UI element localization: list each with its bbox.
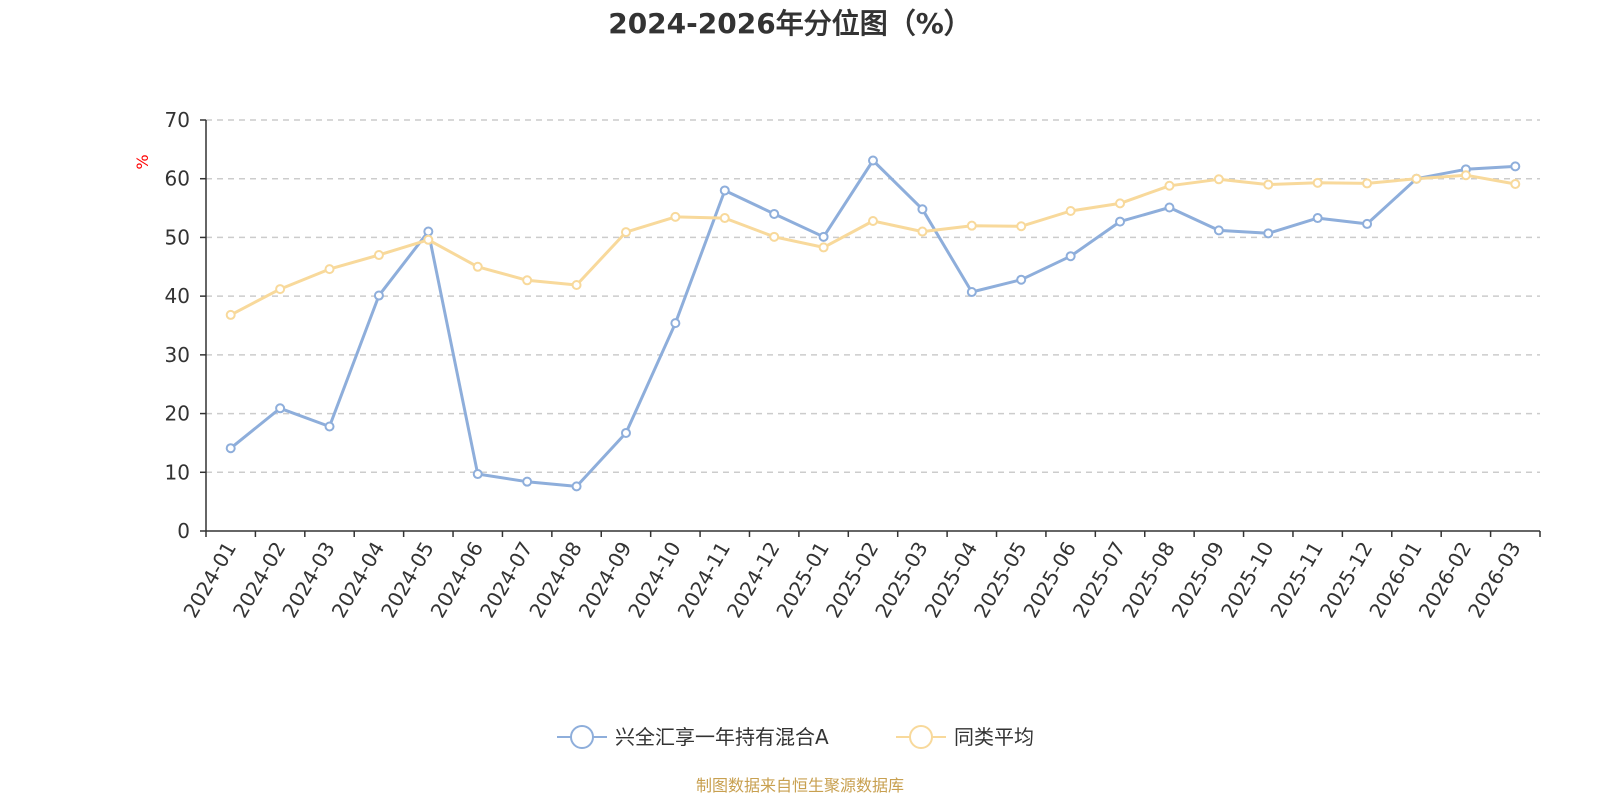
data-point	[1312, 177, 1323, 188]
y-tick-label: 20	[165, 402, 190, 426]
y-tick-label: 60	[165, 167, 190, 191]
data-point	[1510, 178, 1521, 189]
data-point	[620, 427, 631, 438]
data-point	[373, 290, 384, 301]
y-tick-label: 10	[165, 460, 190, 484]
data-point	[769, 231, 780, 242]
data-point	[966, 220, 977, 231]
data-point	[1213, 225, 1224, 236]
data-point	[472, 469, 483, 480]
data-point	[1016, 221, 1027, 232]
data-point	[1213, 174, 1224, 185]
data-point	[1362, 178, 1373, 189]
data-point	[1164, 180, 1175, 191]
data-point	[1362, 218, 1373, 229]
y-tick-label: 50	[165, 225, 190, 249]
data-point	[917, 226, 928, 237]
data-point	[423, 234, 434, 245]
y-tick-label: 30	[165, 343, 190, 367]
data-point	[1263, 179, 1274, 190]
chart-title: 2024-2026年分位图（%）	[608, 7, 972, 40]
data-point	[670, 211, 681, 222]
data-point	[1065, 251, 1076, 262]
data-point	[1164, 202, 1175, 213]
data-point	[275, 403, 286, 414]
data-point	[620, 227, 631, 238]
data-point	[1016, 274, 1027, 285]
data-point	[1065, 206, 1076, 217]
data-point	[966, 287, 977, 298]
data-point	[868, 155, 878, 166]
data-point	[571, 481, 582, 492]
data-point	[472, 261, 483, 272]
data-point	[225, 443, 236, 454]
data-point	[1460, 170, 1471, 181]
series-lines	[225, 155, 1521, 492]
data-point	[719, 213, 730, 224]
source-note: 制图数据来自恒生聚源数据库	[696, 776, 904, 795]
data-point	[373, 250, 384, 261]
data-point	[1263, 228, 1274, 239]
legend-symbol-marker	[570, 725, 594, 749]
data-point	[324, 264, 335, 275]
legend-label: 同类平均	[954, 725, 1034, 749]
data-point	[917, 204, 928, 215]
legend: 兴全汇享一年持有混合A 同类平均	[557, 725, 1034, 749]
legend-label: 兴全汇享一年持有混合A	[615, 725, 829, 749]
data-point	[670, 318, 681, 329]
data-point	[719, 185, 730, 196]
y-axis-unit-label: %	[133, 154, 152, 169]
data-point	[818, 231, 829, 242]
data-point	[769, 208, 780, 219]
series-line	[230, 173, 1516, 317]
data-point	[1312, 213, 1323, 224]
y-tick-label: 40	[165, 284, 190, 308]
data-point	[275, 284, 286, 295]
data-point	[1115, 216, 1126, 227]
data-point	[868, 215, 878, 226]
legend-symbol-marker	[909, 725, 933, 749]
data-point	[818, 242, 829, 253]
series-line	[229, 159, 1516, 488]
data-point	[522, 476, 533, 487]
data-point	[423, 226, 434, 237]
data-point	[1510, 161, 1521, 172]
data-point	[324, 421, 335, 432]
data-point	[1411, 173, 1422, 184]
y-tick-label: 70	[165, 108, 190, 132]
data-point	[522, 275, 533, 286]
data-point	[571, 279, 582, 290]
grid-lines	[206, 119, 1540, 474]
data-point	[225, 309, 236, 320]
axes: 0102030405060702024-012024-022024-032024…	[165, 108, 1541, 622]
y-tick-label: 0	[177, 519, 190, 543]
data-point	[1115, 198, 1126, 209]
